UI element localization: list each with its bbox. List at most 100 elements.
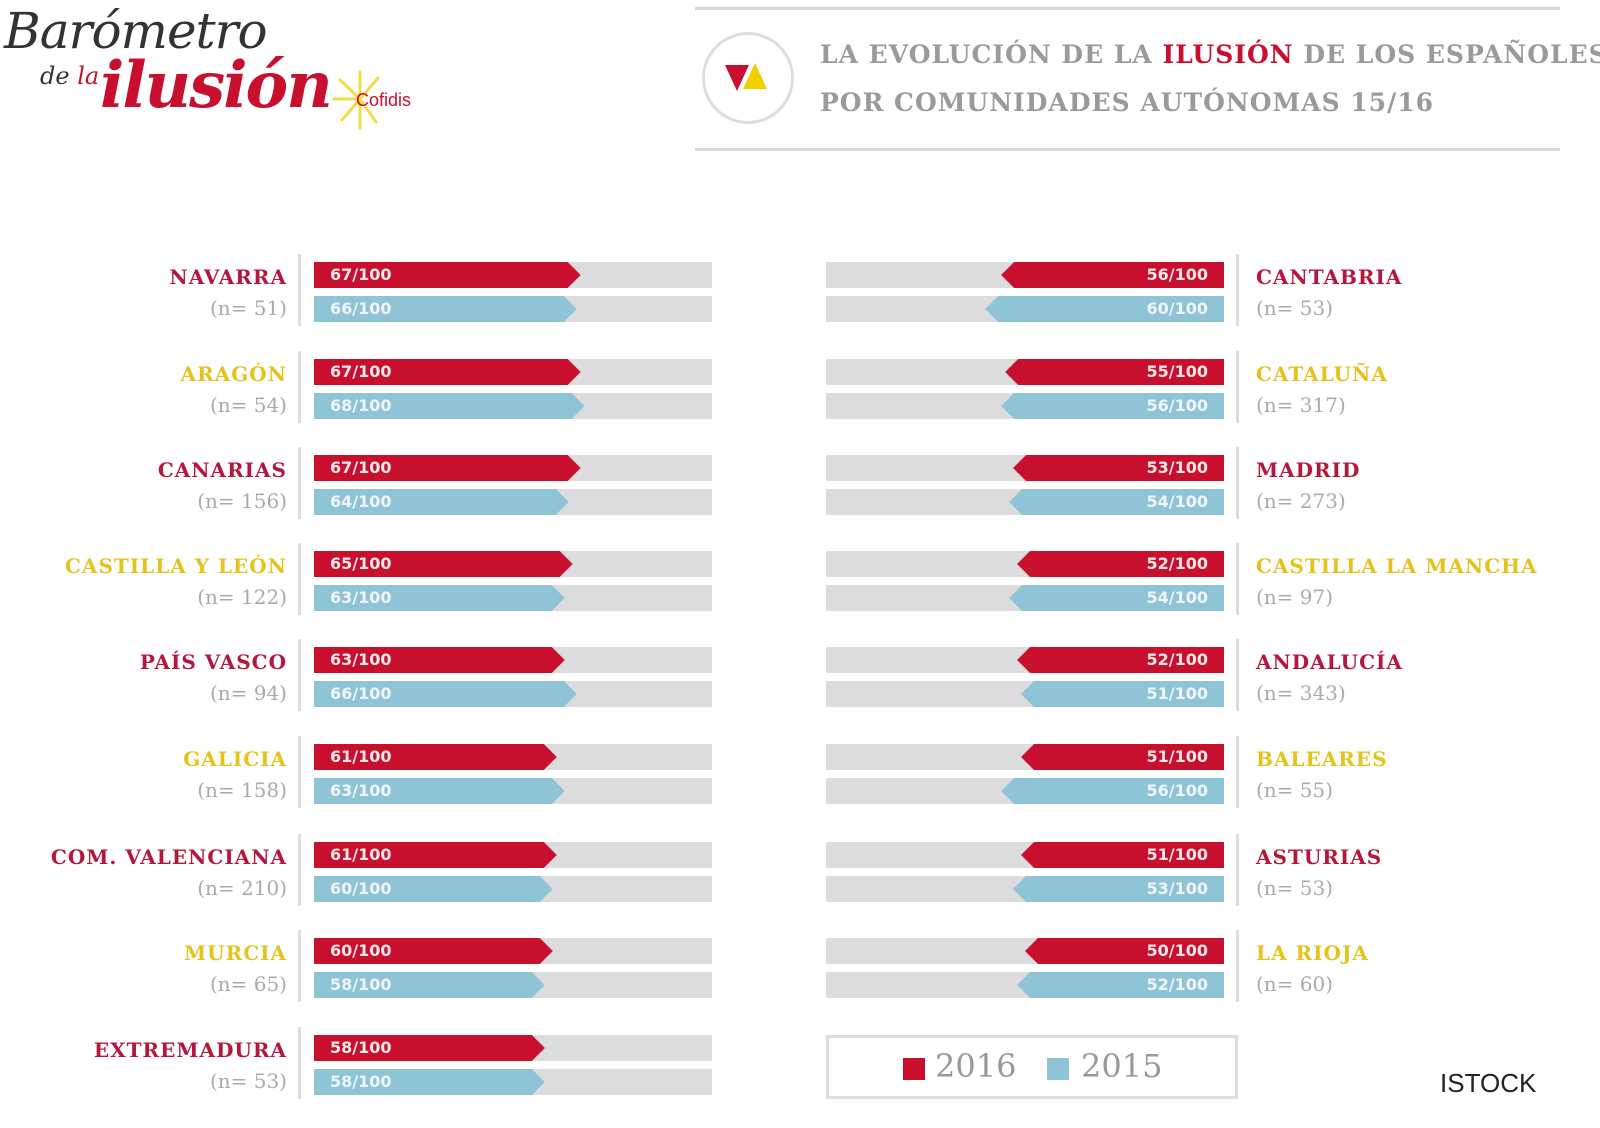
title-text: DE LOS ESPAÑOLES	[1293, 40, 1600, 69]
logo-la: la	[77, 62, 100, 90]
bar-track: 54/100	[826, 489, 1224, 515]
bar-2015: 63/100	[314, 585, 565, 611]
sunburst-icon	[332, 70, 380, 130]
cofidis-text: Cofidis	[356, 90, 412, 110]
bar-2016: 61/100	[314, 744, 557, 770]
bar-2015: 60/100	[314, 876, 553, 902]
divider	[298, 447, 301, 519]
bar-track: 56/100	[826, 778, 1224, 804]
bar-value-label: 61/100	[330, 845, 392, 864]
bar-2015: 54/100	[1009, 489, 1224, 515]
bar-track: 61/100	[314, 842, 712, 868]
bar-value-label: 63/100	[330, 781, 392, 800]
divider	[1236, 639, 1239, 711]
bar-track: 54/100	[826, 585, 1224, 611]
bar-value-label: 63/100	[330, 650, 392, 669]
bar-track: 53/100	[826, 876, 1224, 902]
region-name: EXTREMADURA	[93, 1038, 287, 1062]
bar-track: 53/100	[826, 455, 1224, 481]
region-group: BALEARES (n= 55) 51/100 56/100	[820, 736, 1600, 810]
bar-2016: 67/100	[314, 455, 581, 481]
bar-2016: 65/100	[314, 551, 573, 577]
bar-track: 61/100	[314, 744, 712, 770]
bar-track: 66/100	[314, 296, 712, 322]
sample-size: (n= 158)	[197, 778, 287, 802]
region-group: CATALUÑA (n= 317) 55/100 56/100	[820, 351, 1600, 425]
triangles-icon	[702, 32, 794, 124]
bar-value-label: 51/100	[1146, 684, 1208, 703]
chart-title-line2: POR COMUNIDADES AUTÓNOMAS 15/16	[820, 88, 1435, 117]
bar-2015: 54/100	[1009, 585, 1224, 611]
bar-track: 63/100	[314, 585, 712, 611]
logo-barometro: Barómetro	[4, 2, 268, 60]
bar-value-label: 55/100	[1146, 362, 1208, 381]
bar-value-label: 53/100	[1146, 458, 1208, 477]
sample-size: (n= 53)	[209, 1069, 287, 1093]
sample-size: (n= 54)	[209, 393, 287, 417]
bar-2016: 50/100	[1025, 938, 1224, 964]
bar-2016: 61/100	[314, 842, 557, 868]
bar-2016: 52/100	[1017, 551, 1224, 577]
bar-2015: 56/100	[1001, 778, 1224, 804]
bar-track: 52/100	[826, 647, 1224, 673]
region-group: PAÍS VASCO (n= 94) 63/100 66/100	[0, 639, 780, 713]
region-name: PAÍS VASCO	[139, 650, 287, 674]
bar-2015: 58/100	[314, 1069, 545, 1095]
bar-2016: 67/100	[314, 262, 581, 288]
bar-value-label: 65/100	[330, 554, 392, 573]
bar-track: 51/100	[826, 681, 1224, 707]
region-name: CASTILLA LA MANCHA	[1256, 554, 1538, 578]
region-group: LA RIOJA (n= 60) 50/100 52/100	[820, 930, 1600, 1004]
legend-label-2015: 2015	[1081, 1047, 1163, 1085]
sample-size: (n= 122)	[197, 585, 287, 609]
bar-value-label: 54/100	[1146, 588, 1208, 607]
bar-value-label: 58/100	[330, 1038, 392, 1057]
bar-value-label: 56/100	[1146, 781, 1208, 800]
region-name: NAVARRA	[169, 265, 287, 289]
sample-size: (n= 60)	[1256, 972, 1334, 996]
bar-value-label: 53/100	[1146, 879, 1208, 898]
sample-size: (n= 97)	[1256, 585, 1334, 609]
divider	[298, 639, 301, 711]
region-name: MURCIA	[184, 941, 287, 965]
region-group: CASTILLA LA MANCHA (n= 97) 52/100 54/100	[820, 543, 1600, 617]
logo-ilusion: ilusión	[100, 48, 333, 123]
region-group: COM. VALENCIANA (n= 210) 61/100 60/100	[0, 834, 780, 908]
bar-2015: 63/100	[314, 778, 565, 804]
bar-value-label: 54/100	[1146, 492, 1208, 511]
region-group: CANTABRIA (n= 53) 56/100 60/100	[820, 254, 1600, 328]
divider	[298, 930, 301, 1002]
sample-size: (n= 53)	[1256, 296, 1334, 320]
region-group: MURCIA (n= 65) 60/100 58/100	[0, 930, 780, 1004]
region-name: ARAGÓN	[180, 362, 287, 386]
divider	[298, 736, 301, 808]
bar-2015: 60/100	[985, 296, 1224, 322]
bar-value-label: 58/100	[330, 1072, 392, 1091]
bar-value-label: 52/100	[1146, 975, 1208, 994]
bar-2016: 60/100	[314, 938, 553, 964]
header-bottom-rule	[695, 148, 1560, 151]
bar-track: 56/100	[826, 262, 1224, 288]
region-group: MADRID (n= 273) 53/100 54/100	[820, 447, 1600, 521]
bar-2015: 53/100	[1013, 876, 1224, 902]
bar-value-label: 56/100	[1146, 396, 1208, 415]
bar-track: 63/100	[314, 778, 712, 804]
logo-de: de	[40, 62, 70, 90]
bar-value-label: 51/100	[1146, 747, 1208, 766]
sample-size: (n= 210)	[197, 876, 287, 900]
bar-track: 56/100	[826, 393, 1224, 419]
divider	[1236, 834, 1239, 906]
bar-value-label: 66/100	[330, 299, 392, 318]
bar-track: 58/100	[314, 1035, 712, 1061]
region-name: CASTILLA Y LEÓN	[65, 554, 287, 578]
bar-track: 60/100	[314, 938, 712, 964]
bar-2016: 51/100	[1021, 842, 1224, 868]
bar-track: 68/100	[314, 393, 712, 419]
sample-size: (n= 55)	[1256, 778, 1334, 802]
bar-2016: 58/100	[314, 1035, 545, 1061]
divider	[298, 543, 301, 615]
header-top-rule	[695, 7, 1560, 10]
bar-track: 67/100	[314, 455, 712, 481]
bar-value-label: 64/100	[330, 492, 392, 511]
sample-size: (n= 65)	[209, 972, 287, 996]
